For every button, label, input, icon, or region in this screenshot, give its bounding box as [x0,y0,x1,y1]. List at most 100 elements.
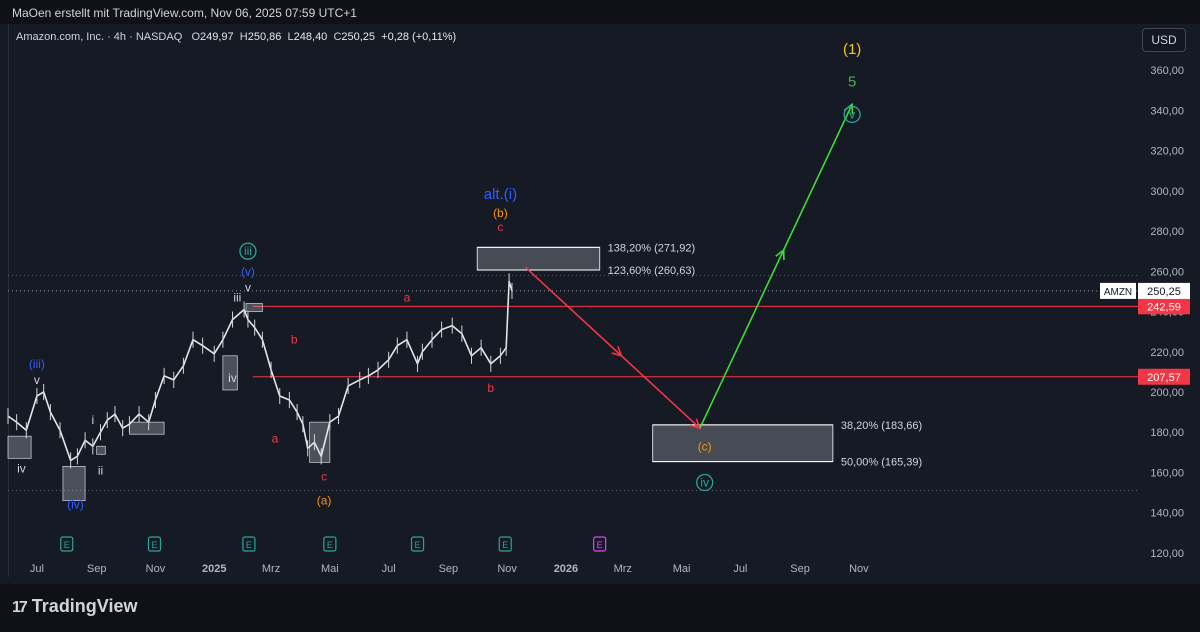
earnings-marker-label: E [64,540,70,550]
earnings-marker-label: E [415,540,421,550]
fib-zone [476,246,601,271]
last-price-label: 250,25 [1147,286,1181,298]
y-tick-label: 220,00 [1150,347,1184,359]
wave-label: v [849,107,855,121]
chart-area[interactable] [8,24,1195,577]
earnings-marker-label: E [327,540,333,550]
consolidation-box [245,303,263,312]
projection-up-arrow-line [699,104,853,429]
y-tick-label: 260,00 [1150,266,1184,278]
wave-label: iii [233,290,241,304]
x-tick-label: Sep [439,563,459,575]
tradingview-mark-icon: 17 [12,599,28,616]
symbol-tag-label: AMZN [1104,287,1132,298]
fib-bottom-label: 123,60% (260,63) [608,265,695,277]
open-label: O [191,31,201,43]
consolidation-box [222,355,238,391]
open-value: 249,97 [200,31,234,43]
wave-label: (1) [843,41,861,58]
wave-label: iv [700,476,709,490]
earnings-marker-label: E [246,540,252,550]
wave-label: 5 [848,73,856,90]
x-tick-label: Jul [733,563,747,575]
y-tick-label: 180,00 [1150,427,1184,439]
symbol-tag [1100,282,1136,299]
earnings-marker-future-label: E [597,540,603,550]
x-tick-label: Jul [382,563,396,575]
wave-label: iii [244,244,252,258]
x-tick-label: Jul [30,563,44,575]
wave-label: (a) [317,494,332,508]
projection-down-arrow-line [524,266,701,429]
wave-label: ii [98,463,103,477]
last-price-tag [1138,282,1190,299]
change-value: +0,28 (+0,11%) [381,31,457,43]
wave-label: iv [17,461,26,475]
x-tick-label: Nov [497,563,517,575]
level-tag [1138,368,1190,385]
fib-top-label: 138,20% (271,92) [608,242,695,254]
wave-label: v [34,373,40,387]
wave-label: i [91,413,94,427]
symbol-info: Amazon.com, Inc. · 4h · NASDAQ O249,97 H… [16,31,456,43]
x-tick-label: Mai [673,563,691,575]
y-tick-label: 140,00 [1150,508,1184,520]
earnings-marker [147,536,162,552]
credit-bar: MaOen erstellt mit TradingView.com, Nov … [0,0,1200,24]
wave-label-circle [696,473,714,492]
wave-label-circle [239,242,257,260]
wave-label: b [291,333,298,347]
price-chart[interactable]: Jul Sep Nov 2025 Mrz Mai Jul Sep Nov 2026 Mrz Mai Ju… [0,0,1200,584]
x-tick-label: Nov [849,563,869,575]
y-tick-label: 320,00 [1150,146,1184,158]
consolidation-box [96,445,106,455]
x-tick-label: Mai [321,563,339,575]
earnings-marker-label: E [502,540,508,550]
x-tick-label: Nov [146,563,166,575]
y-tick-label: 360,00 [1150,65,1184,77]
earnings-marker [323,536,337,552]
tradingview-logo[interactable]: 17 TradingView [12,596,138,617]
earnings-marker [498,536,512,552]
earnings-marker-label: E [151,540,157,550]
level-tag-label: 242,59 [1147,301,1181,313]
consolidation-box [62,465,86,501]
close-label: C [333,31,342,43]
fib-zone [652,424,834,463]
fib-bottom-label: 50,00% (165,39) [841,457,922,469]
low-label: L [287,31,294,43]
fib-top-label: 38,20% (183,66) [841,420,922,432]
y-tick-label: 280,00 [1150,226,1184,238]
earnings-marker-future [593,536,607,552]
wave-label: (b) [493,206,508,220]
x-tick-label: Mrz [262,563,280,575]
wave-label: (c) [698,439,712,453]
wave-label: a [404,290,411,304]
consolidation-box [129,421,165,435]
wave-label: c [497,220,503,234]
x-tick-label: Sep [87,563,107,575]
high-value: 250,86 [247,31,282,43]
level-tag [1138,298,1190,315]
y-tick-label: 200,00 [1150,387,1184,399]
y-tick-label: 120,00 [1150,548,1184,560]
projection-up-arrow-head [775,248,785,261]
low-value: 248,40 [293,31,328,43]
x-tick-label: 2025 [202,563,226,575]
level-tag-label: 207,57 [1147,372,1181,384]
y-tick-label: 160,00 [1150,467,1184,479]
wave-label: (iii) [29,357,45,371]
currency-button[interactable]: USD [1142,28,1186,52]
high-label: H [239,31,248,43]
wave-label: v [245,280,251,294]
projection-down-arrow-head [611,346,623,357]
earnings-marker [60,536,74,552]
wave-label: a [272,431,279,445]
earnings-marker [410,536,425,552]
wave-label: b [487,381,494,395]
x-tick-label: Mrz [614,563,632,575]
earnings-marker [242,536,256,552]
wave-label-circle [843,105,861,124]
consolidation-box [7,435,32,459]
x-tick-label: 2026 [554,563,578,575]
